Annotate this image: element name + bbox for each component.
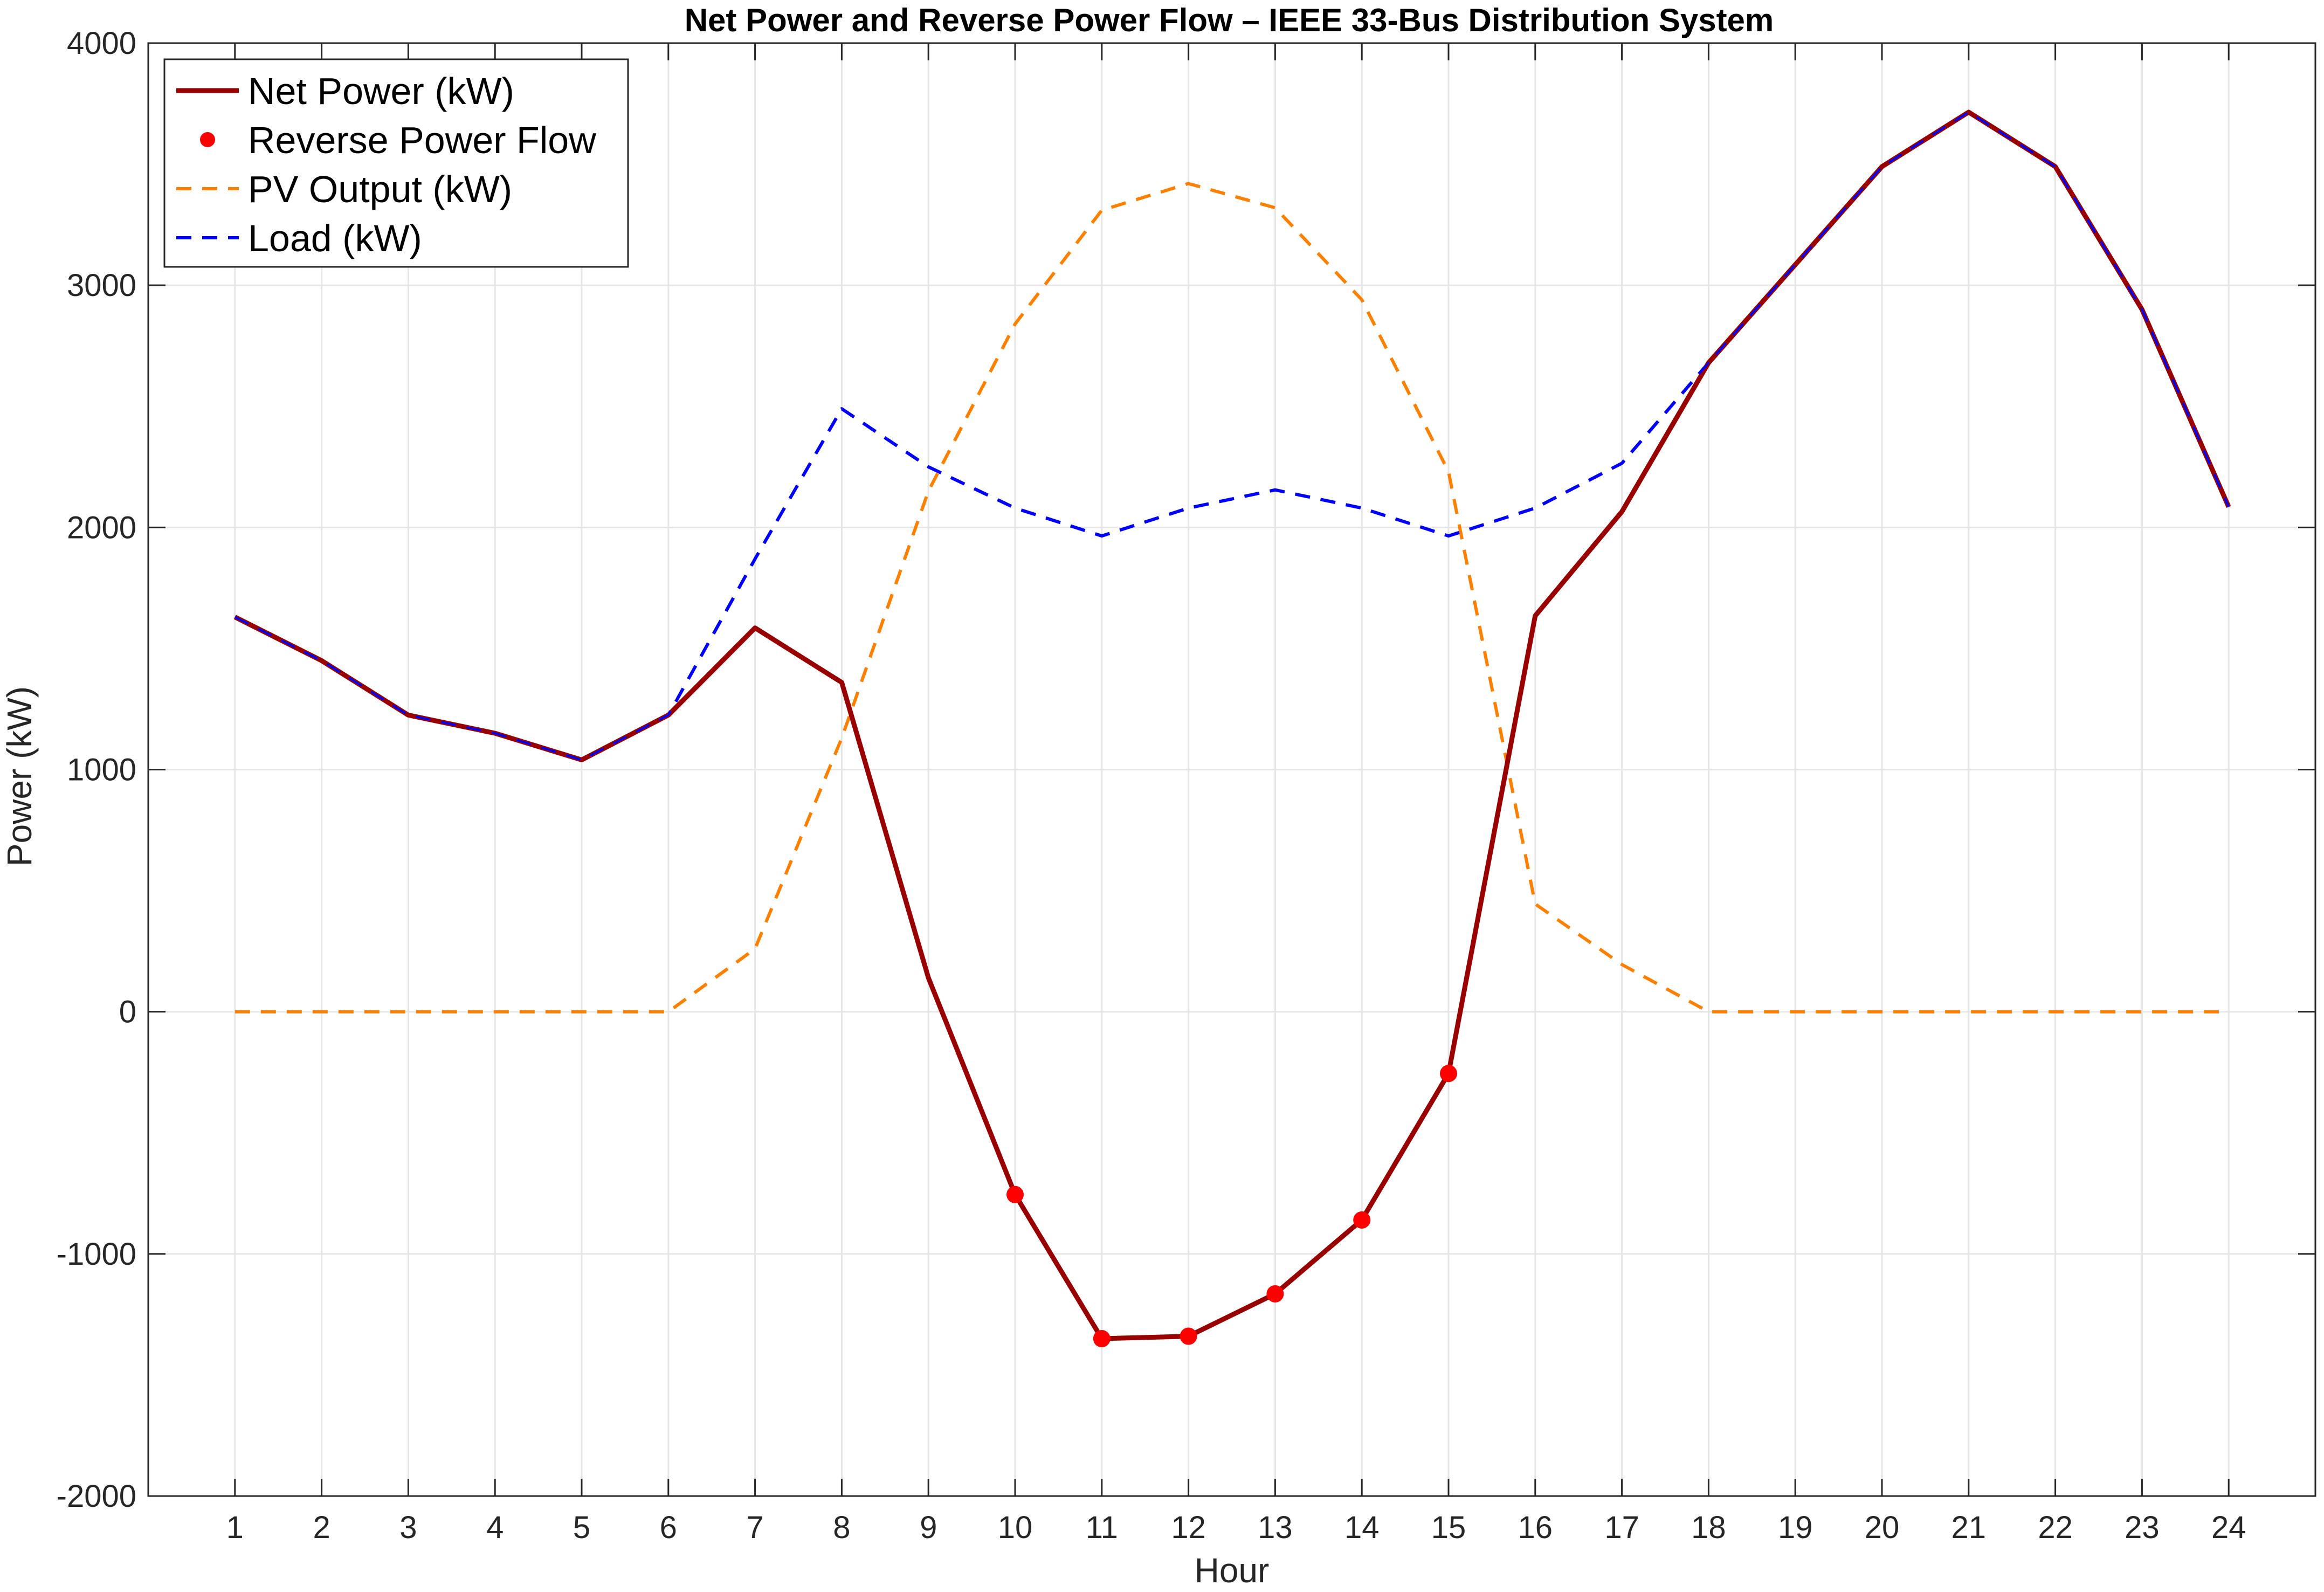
x-tick-label: 7 [746,1510,763,1545]
x-tick-label: 1 [226,1510,244,1545]
legend-box [163,58,629,268]
reverse-power-flow-point [1180,1327,1197,1345]
reverse-power-flow-point [1006,1186,1024,1203]
grid-layer [148,42,2315,1497]
x-tick-label: 10 [998,1510,1033,1545]
y-tick-label: 3000 [67,268,136,303]
legend-label: PV Output (kW) [248,168,512,210]
chart-title: Net Power and Reverse Power Flow – IEEE … [685,2,1774,38]
x-tick-label: 14 [1344,1510,1380,1545]
pv-output-line [235,182,2229,1014]
reverse-power-flow-point [1093,1330,1111,1348]
y-tick-label: -2000 [57,1479,136,1514]
x-tick-label: 21 [1951,1510,1987,1545]
x-tick-label: 15 [1431,1510,1466,1545]
legend-label: Reverse Power Flow [248,119,596,161]
reverse-power-flow-point [1266,1285,1284,1302]
x-tick-label: 5 [573,1510,590,1545]
x-axis-label: Hour [1195,1551,1270,1589]
x-tick-label: 16 [1518,1510,1553,1545]
x-tick-label: 9 [920,1510,937,1545]
legend-marker-reverse-power-flow [200,132,215,147]
y-axis-label: Power (kW) [0,686,39,866]
legend-label: Load (kW) [248,217,422,259]
legend-label: Net Power (kW) [248,70,514,112]
x-tick-label: 19 [1778,1510,1813,1545]
x-tick-label: 17 [1604,1510,1639,1545]
tick-labels: 1 2 3 4 5 6 7 8 9 10 11 12 13 14 15 16 17 18 19 20 21 22 23 24-… [57,26,2246,1545]
y-tick-label: 2000 [67,510,136,545]
x-tick-label: 13 [1258,1510,1293,1545]
series-layer [233,109,2231,1348]
x-tick-label: 18 [1691,1510,1726,1545]
x-tick-label: 12 [1171,1510,1206,1545]
x-tick-label: 23 [2125,1510,2160,1545]
x-tick-label: 2 [313,1510,330,1545]
x-tick-label: 20 [1865,1510,1900,1545]
x-tick-label: 3 [399,1510,417,1545]
legend: Net Power (kW) Reverse Power Flow PV Outpu… [163,58,629,268]
reverse-power-flow-point [1440,1065,1457,1083]
x-tick-label: 8 [833,1510,850,1545]
y-tick-label: -1000 [57,1237,136,1272]
x-tick-label: 22 [2038,1510,2073,1545]
y-tick-label: 0 [119,995,136,1030]
x-tick-label: 24 [2211,1510,2246,1545]
x-tick-label: 6 [660,1510,677,1545]
axes-layer [147,42,2316,1497]
x-tick-label: 4 [486,1510,504,1545]
reverse-power-flow-point [1353,1211,1371,1229]
x-tick-label: 11 [1086,1510,1118,1545]
y-tick-label: 4000 [67,26,136,61]
load-line-overlay [234,111,2230,761]
y-tick-label: 1000 [67,753,136,788]
